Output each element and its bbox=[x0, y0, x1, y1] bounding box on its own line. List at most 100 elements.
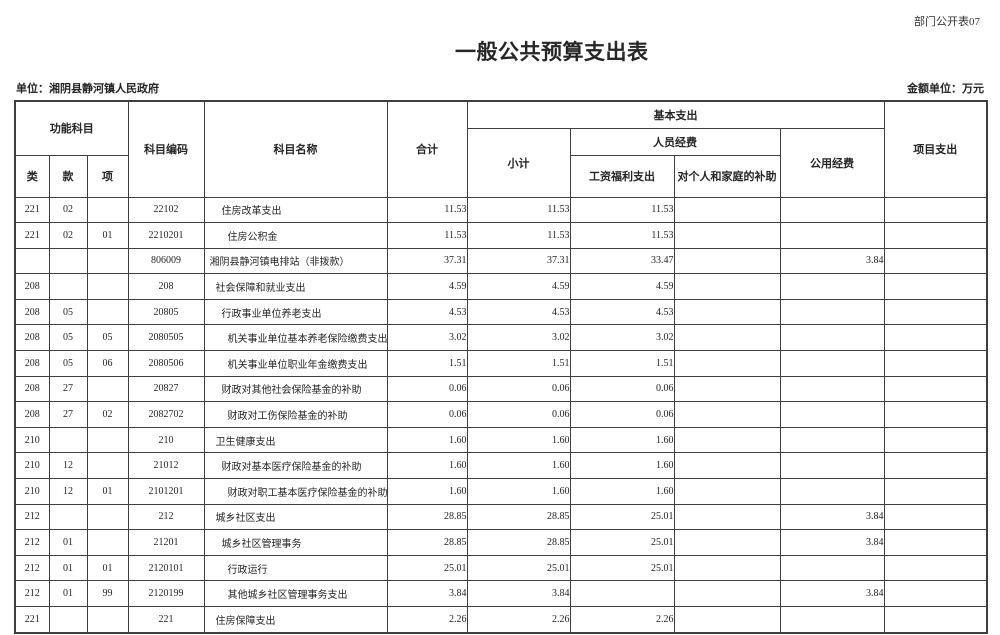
cell-code: 20827 bbox=[127, 375, 205, 403]
cell-subtotal: 4.53 bbox=[466, 298, 571, 326]
cell-public-funds bbox=[779, 375, 885, 403]
cell-total: 0.06 bbox=[386, 401, 468, 428]
cell-code: 212 bbox=[127, 503, 205, 531]
cell-project bbox=[883, 503, 988, 531]
header-subject-code: 科目编码 bbox=[127, 100, 205, 198]
cell-section bbox=[48, 426, 88, 454]
cell-section: 01 bbox=[48, 529, 88, 556]
table-row: 221 02 01 2210201 住房公积金 11.53 11.53 11.53 bbox=[14, 222, 988, 249]
cell-subtotal: 11.53 bbox=[466, 196, 571, 224]
budget-table: 功能科目 科目编码 科目名称 合计 基本支出 项目支出 小计 人员经费 公用经费… bbox=[14, 100, 989, 634]
cell-class: 208 bbox=[14, 298, 50, 326]
cell-wage-welfare: 1.60 bbox=[569, 452, 675, 480]
cell-section: 27 bbox=[48, 401, 88, 428]
table-row: 212 01 21201 城乡社区管理事务 28.85 28.85 25.01 3.84 bbox=[14, 529, 988, 556]
cell-code: 2210201 bbox=[127, 222, 205, 249]
cell-subtotal: 28.85 bbox=[466, 503, 571, 531]
cell-name: 行政运行 bbox=[203, 554, 388, 582]
cell-project bbox=[883, 529, 988, 556]
cell-project bbox=[883, 580, 988, 607]
cell-name: 城乡社区支出 bbox=[203, 503, 388, 531]
cell-public-funds bbox=[779, 452, 885, 480]
cell-total: 4.59 bbox=[386, 273, 468, 300]
cell-code: 2120101 bbox=[127, 554, 205, 582]
cell-family-subsidy bbox=[673, 529, 781, 556]
table-body: 221 02 22102 住房改革支出 11.53 11.53 11.53 221 02 01 22… bbox=[14, 196, 988, 634]
cell-name: 财政对职工基本医疗保险基金的补助 bbox=[203, 478, 388, 505]
cell-project bbox=[883, 426, 988, 454]
cell-name: 住房改革支出 bbox=[203, 196, 388, 224]
header-public-funds: 公用经费 bbox=[779, 127, 885, 198]
cell-section: 05 bbox=[48, 298, 88, 326]
cell-item: 02 bbox=[86, 401, 129, 428]
cell-class: 212 bbox=[14, 580, 50, 607]
cell-wage-welfare: 3.02 bbox=[569, 324, 675, 352]
cell-code: 221 bbox=[127, 605, 205, 634]
cell-total: 37.31 bbox=[386, 247, 468, 275]
cell-subtotal: 37.31 bbox=[466, 247, 571, 275]
cell-family-subsidy bbox=[673, 222, 781, 249]
cell-section bbox=[48, 247, 88, 275]
cell-wage-welfare: 4.59 bbox=[569, 273, 675, 300]
cell-project bbox=[883, 324, 988, 352]
cell-total: 0.06 bbox=[386, 375, 468, 403]
table-row: 221 02 22102 住房改革支出 11.53 11.53 11.53 bbox=[14, 196, 988, 224]
cell-public-funds bbox=[779, 298, 885, 326]
table-row: 806009 湘阴县静河镇电排站（非拨款） 37.31 37.31 33.47 3.84 bbox=[14, 247, 988, 275]
cell-item bbox=[86, 273, 129, 300]
cell-family-subsidy bbox=[673, 375, 781, 403]
cell-public-funds bbox=[779, 324, 885, 352]
page-title: 一般公共预算支出表 bbox=[455, 40, 649, 64]
cell-code: 2082702 bbox=[127, 401, 205, 428]
cell-project bbox=[883, 375, 988, 403]
cell-public-funds bbox=[779, 350, 885, 377]
cell-total: 4.53 bbox=[386, 298, 468, 326]
table-row: 208 05 05 2080505 机关事业单位基本养老保险缴费支出 3.02 3.02 3.… bbox=[14, 324, 988, 352]
cell-total: 3.02 bbox=[386, 324, 468, 352]
cell-subtotal: 3.84 bbox=[466, 580, 571, 607]
cell-class: 208 bbox=[14, 350, 50, 377]
cell-class: 212 bbox=[14, 503, 50, 531]
cell-total: 11.53 bbox=[386, 196, 468, 224]
cell-family-subsidy bbox=[673, 478, 781, 505]
cell-family-subsidy bbox=[673, 247, 781, 275]
cell-family-subsidy bbox=[673, 426, 781, 454]
cell-project bbox=[883, 350, 988, 377]
cell-total: 2.26 bbox=[386, 605, 468, 634]
cell-subtotal: 1.60 bbox=[466, 426, 571, 454]
cell-class: 208 bbox=[14, 324, 50, 352]
cell-public-funds bbox=[779, 478, 885, 505]
cell-wage-welfare: 2.26 bbox=[569, 605, 675, 634]
header-functional-subject: 功能科目 bbox=[14, 100, 129, 156]
cell-public-funds bbox=[779, 605, 885, 634]
cell-subtotal: 11.53 bbox=[466, 222, 571, 249]
cell-wage-welfare: 11.53 bbox=[569, 222, 675, 249]
cell-wage-welfare: 1.51 bbox=[569, 350, 675, 377]
header-basic-expenditure: 基本支出 bbox=[466, 100, 885, 129]
cell-name: 湘阴县静河镇电排站（非拨款） bbox=[203, 247, 388, 275]
cell-name: 行政事业单位养老支出 bbox=[203, 298, 388, 326]
cell-family-subsidy bbox=[673, 196, 781, 224]
cell-class: 221 bbox=[14, 605, 50, 634]
cell-total: 28.85 bbox=[386, 503, 468, 531]
cell-wage-welfare: 1.60 bbox=[569, 426, 675, 454]
cell-item: 05 bbox=[86, 324, 129, 352]
cell-section: 12 bbox=[48, 452, 88, 480]
cell-subtotal: 28.85 bbox=[466, 529, 571, 556]
cell-family-subsidy bbox=[673, 298, 781, 326]
cell-subtotal: 2.26 bbox=[466, 605, 571, 634]
cell-family-subsidy bbox=[673, 452, 781, 480]
cell-code: 806009 bbox=[127, 247, 205, 275]
table-row: 210 12 21012 财政对基本医疗保险基金的补助 1.60 1.60 1.60 bbox=[14, 452, 988, 480]
cell-name: 住房公积金 bbox=[203, 222, 388, 249]
cell-total: 1.60 bbox=[386, 478, 468, 505]
cell-total: 28.85 bbox=[386, 529, 468, 556]
cell-subtotal: 0.06 bbox=[466, 401, 571, 428]
cell-name: 其他城乡社区管理事务支出 bbox=[203, 580, 388, 607]
cell-class: 208 bbox=[14, 375, 50, 403]
cell-public-funds bbox=[779, 196, 885, 224]
cell-name: 机关事业单位职业年金缴费支出 bbox=[203, 350, 388, 377]
cell-project bbox=[883, 605, 988, 634]
cell-class: 221 bbox=[14, 222, 50, 249]
cell-code: 2101201 bbox=[127, 478, 205, 505]
